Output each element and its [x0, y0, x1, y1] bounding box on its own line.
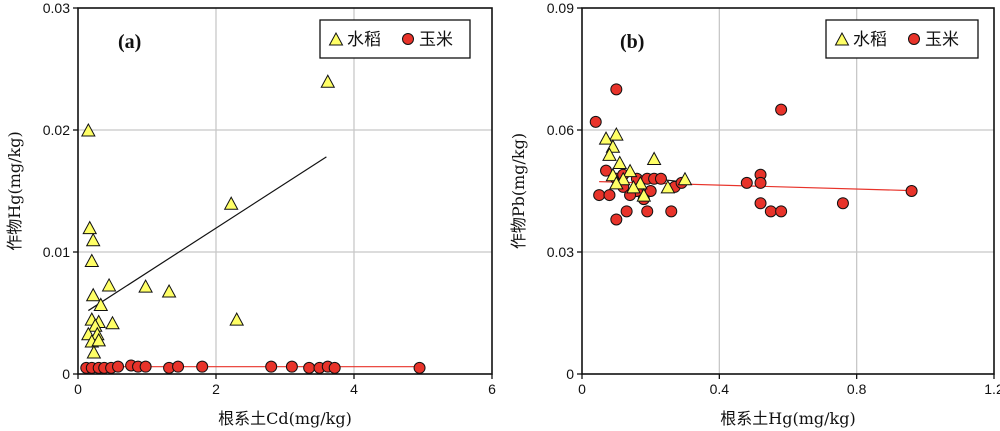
panel-b-y-tick-label: 0.09 — [547, 0, 574, 16]
panel-a-y-tick-label: 0.03 — [43, 0, 70, 16]
panel-a-rice-point — [84, 253, 100, 268]
panel-a-maize-point — [196, 360, 209, 373]
panel-a-rice-point — [81, 122, 96, 137]
panel-a-y-tick-label: 0.02 — [43, 122, 70, 138]
panel-a-x-axis-label: 根系土Cd(mg/kg) — [218, 409, 352, 428]
panel-a-plot-frame — [77, 7, 493, 375]
panel-a-y-axis-label: 作物Hg(mg/kg) — [5, 131, 24, 250]
panel-b: 0 0.4 0.8 1.2 0 0.03 0.06 0.09 根系土Hg(mg/kg) 作物Pb(… — [509, 0, 1000, 428]
panel-b-legend-label-maize: 玉米 — [925, 30, 959, 50]
panel-b-rice-point — [636, 188, 652, 202]
panel-a-legend-maize-marker — [402, 33, 414, 45]
panel-a-maize-point — [172, 360, 185, 373]
panel-a-x-tick-label: 4 — [350, 381, 358, 397]
panel-a-rice-point — [161, 283, 177, 298]
panel-a-rice-point — [138, 279, 153, 293]
panel-b-maize-point — [589, 115, 602, 128]
panel-a-rice-point — [86, 344, 102, 359]
panel-a-maize-point — [265, 360, 278, 373]
panel-b-maize-point — [610, 83, 623, 96]
panel-b-rice-point — [612, 155, 628, 170]
panel-b-rice-point — [677, 171, 693, 186]
panel-b-maize-point — [654, 172, 667, 185]
panel-b-maize-point — [764, 205, 777, 218]
panel-b-rice-point — [660, 179, 676, 194]
panel-b-rice-point — [646, 151, 662, 165]
panel-b-legend-label-rice: 水稻 — [853, 30, 887, 50]
panel-b-legend: 水稻 玉米 — [825, 19, 979, 59]
panel-a-legend-label-maize: 玉米 — [419, 30, 453, 50]
panel-a-rice-point — [320, 74, 336, 88]
panel-b-rice-point — [626, 179, 641, 194]
panel-a-legend-rice-marker — [328, 31, 344, 46]
panel-a-label: (a) — [118, 31, 141, 53]
panel-b-plot-frame — [581, 7, 995, 375]
panel-b-x-tick-label: 0.4 — [710, 381, 730, 397]
panel-a-rice-point — [229, 312, 245, 326]
panel-b-y-tick-label: 0.03 — [547, 244, 574, 260]
panel-b-label: (b) — [620, 31, 644, 53]
panel-b-legend-box — [825, 19, 979, 59]
panel-b-maize-point — [665, 205, 678, 218]
panel-b-rice-point — [608, 175, 624, 190]
panel-a-rice-point — [223, 196, 239, 210]
panel-a-y-tick-label: 0 — [62, 366, 70, 382]
panel-a-maize-point — [303, 361, 316, 374]
panel-a-rice-point — [105, 315, 120, 330]
panel-b-rice-point — [598, 131, 614, 145]
panel-a-maize-point — [413, 361, 426, 374]
panel-b-x-tick-label: 0.8 — [847, 381, 867, 397]
panel-a-x-tick-label: 6 — [488, 381, 496, 397]
panel-a-legend: 水稻 玉米 — [319, 19, 471, 59]
panel-a-maize-point — [139, 360, 152, 373]
panel-b-maize-point — [593, 189, 606, 202]
panel-b-maize-point — [740, 176, 753, 189]
panel-b-x-tick-label: 1.2 — [984, 381, 1000, 397]
panel-b-maize-point — [620, 205, 633, 218]
panel-b-maize-point — [775, 103, 788, 116]
panel-a-rice-point — [85, 287, 101, 302]
panel-a-rice-point — [91, 332, 107, 347]
panel-b-legend-maize-marker — [908, 33, 920, 45]
panel-b-y-axis-label: 作物Pb(mg/kg) — [509, 133, 528, 249]
panel-b-maize-point — [775, 205, 788, 218]
panel-b-maize-point — [603, 189, 616, 202]
panel-a-x-tick-label: 2 — [212, 381, 220, 397]
panel-a-rice-point — [93, 297, 109, 311]
panel-a-legend-box — [319, 19, 471, 59]
panel-b-maize-point — [610, 213, 623, 226]
panel-b-rice-point — [633, 175, 648, 190]
panel-b-x-axis-label: 根系土Hg(mg/kg) — [720, 409, 855, 428]
panel-b-maize-point — [836, 197, 849, 210]
panel-a-maize-point — [328, 361, 341, 374]
panel-b-rice-point — [615, 171, 631, 186]
panel-a: 0 2 4 6 0 0.01 0.02 0.03 根系土Cd(mg/kg) 作物Hg(mg/kg)… — [5, 0, 496, 428]
panel-a-rice-point — [85, 232, 101, 247]
panel-b-maize-point — [905, 185, 918, 197]
panel-a-trendline-rice — [88, 156, 327, 312]
panel-a-rice-point — [101, 277, 117, 292]
panel-b-y-tick-label: 0.06 — [547, 122, 574, 138]
panel-b-maize-point — [641, 205, 654, 218]
panel-b-y-tick-label: 0 — [566, 366, 574, 382]
panel-a-maize-point — [112, 360, 125, 373]
panel-a-y-tick-label: 0.01 — [43, 244, 70, 260]
panel-b-maize-point — [754, 197, 767, 210]
panel-a-maize-point — [285, 360, 298, 373]
panel-a-rice-point — [82, 220, 98, 235]
panel-b-rice-point — [622, 163, 638, 178]
panel-b-rice-point — [608, 127, 624, 141]
panel-a-x-tick-label: 0 — [74, 381, 82, 397]
panel-b-maize-point — [754, 176, 767, 189]
panel-b-x-tick-label: 0 — [578, 381, 586, 397]
panel-a-legend-label-rice: 水稻 — [347, 30, 381, 50]
panel-b-rice-point — [602, 147, 617, 161]
panel-b-legend-rice-marker — [834, 31, 850, 46]
